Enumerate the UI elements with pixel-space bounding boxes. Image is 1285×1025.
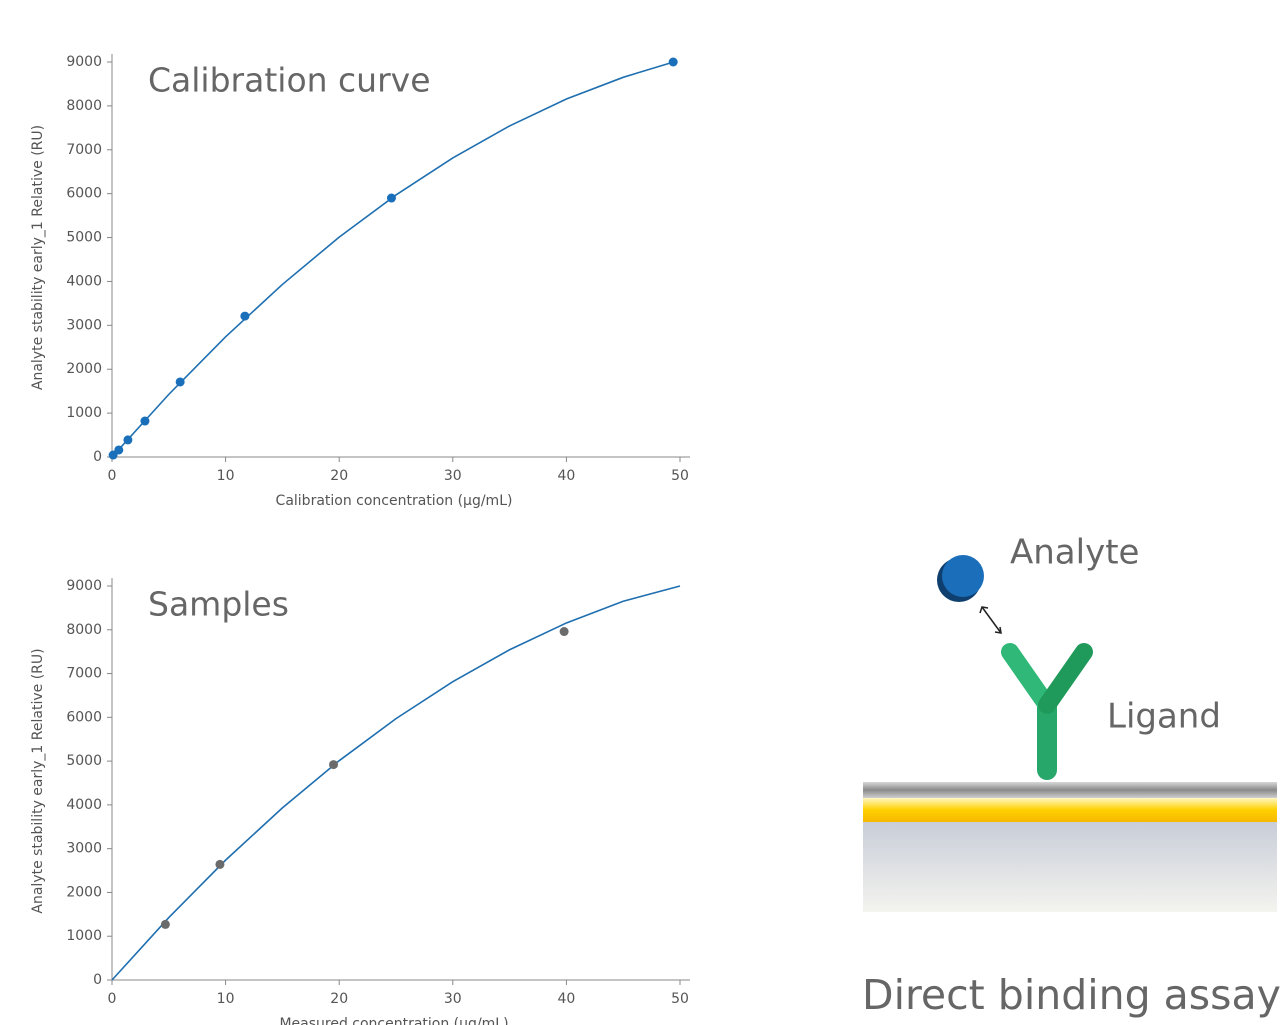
x-tick-label: 20: [330, 991, 348, 1007]
data-point: [669, 58, 678, 67]
y-tick-label: 6000: [66, 709, 102, 725]
y-tick-label: 2000: [66, 361, 102, 377]
analyte: [942, 555, 984, 597]
data-point: [560, 627, 569, 636]
x-tick-label: 20: [330, 468, 348, 484]
y-tick-label: 7000: [66, 666, 102, 682]
y-tick-label: 1000: [66, 928, 102, 944]
data-point: [176, 377, 185, 386]
fit-curve: [112, 62, 673, 457]
y-tick-label: 0: [93, 449, 102, 465]
y-tick-label: 4000: [66, 797, 102, 813]
x-tick-label: 30: [444, 991, 462, 1007]
y-tick-label: 9000: [66, 54, 102, 70]
data-point: [240, 312, 249, 321]
y-tick-label: 6000: [66, 186, 102, 202]
x-tick-label: 0: [108, 468, 117, 484]
y-tick-label: 3000: [66, 841, 102, 857]
gold-layer: [863, 798, 1277, 822]
x-axis-label: Measured concentration (µg/mL): [279, 1016, 508, 1025]
x-tick-label: 40: [557, 991, 575, 1007]
y-tick-label: 9000: [66, 578, 102, 594]
page: Analyte Ligand Direct binding assay 0100…: [0, 0, 1285, 1025]
data-point: [123, 435, 132, 444]
y-tick-label: 5000: [66, 753, 102, 769]
binding-arrow: [982, 607, 1001, 633]
surface-layer: [863, 782, 1277, 798]
x-axis-label: Calibration concentration (µg/mL): [276, 493, 513, 509]
data-point: [387, 194, 396, 203]
y-tick-label: 1000: [66, 405, 102, 421]
x-tick-label: 10: [217, 991, 235, 1007]
x-tick-label: 50: [671, 991, 689, 1007]
data-point: [161, 920, 170, 929]
chart-title: Samples: [148, 585, 289, 624]
ligand-label: Ligand: [1107, 697, 1221, 737]
y-tick-label: 8000: [66, 622, 102, 638]
x-tick-label: 0: [108, 991, 117, 1007]
data-point: [114, 445, 123, 454]
data-point: [329, 760, 338, 769]
y-axis-label: Analyte stability early_1 Relative (RU): [30, 125, 46, 390]
diagram-caption: Direct binding assay: [862, 971, 1281, 1019]
binding-diagram: Analyte Ligand Direct binding assay: [862, 533, 1281, 1020]
x-tick-label: 40: [557, 468, 575, 484]
y-tick-label: 7000: [66, 142, 102, 158]
y-tick-label: 8000: [66, 98, 102, 114]
y-tick-label: 0: [93, 972, 102, 988]
y-tick-label: 4000: [66, 273, 102, 289]
chart: 0 1000 2000 3000 4000 5000 6000 7000 8000 9000 0 10…: [30, 54, 690, 509]
data-point: [215, 860, 224, 869]
figure: Analyte Ligand Direct binding assay 0100…: [0, 0, 1285, 1025]
ligand-arm: [1047, 652, 1084, 705]
x-tick-label: 50: [671, 468, 689, 484]
sensor-substrate: [863, 822, 1277, 912]
y-tick-label: 2000: [66, 884, 102, 900]
chart-title: Calibration curve: [148, 61, 431, 100]
x-tick-label: 30: [444, 468, 462, 484]
data-point: [140, 417, 149, 426]
y-axis-label: Analyte stability early_1 Relative (RU): [30, 648, 46, 913]
chart: 0 1000 2000 3000 4000 5000 6000 7000 8000 9000 0 10…: [30, 578, 690, 1025]
fit-curve: [112, 586, 680, 980]
y-tick-label: 5000: [66, 230, 102, 246]
ligand-arm: [1010, 652, 1047, 705]
y-tick-label: 3000: [66, 317, 102, 333]
x-tick-label: 10: [217, 468, 235, 484]
analyte-label: Analyte: [1010, 533, 1139, 573]
